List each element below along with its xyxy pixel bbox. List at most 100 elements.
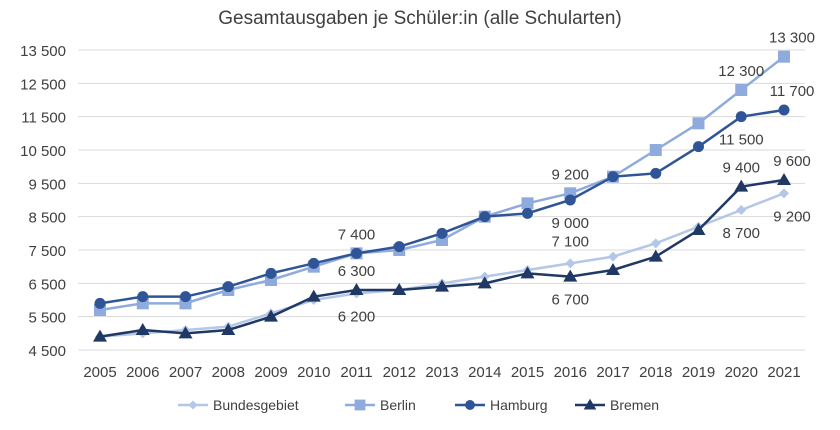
marker-circle <box>94 297 106 309</box>
x-tick-label: 2009 <box>254 364 287 381</box>
x-tick-label: 2016 <box>554 364 587 381</box>
marker-diamond <box>565 258 576 269</box>
x-tick-label: 2014 <box>468 364 501 381</box>
marker-triangle <box>691 223 706 235</box>
marker-circle <box>479 211 491 223</box>
marker-circle <box>778 104 790 116</box>
marker-triangle <box>563 269 578 282</box>
data-label: 8 700 <box>722 225 760 242</box>
legend-label: Bremen <box>610 397 659 413</box>
data-label: 12 300 <box>718 63 764 80</box>
y-tick-label: 4 500 <box>28 343 66 360</box>
data-label: 11 500 <box>719 132 764 149</box>
marker-circle <box>308 257 320 269</box>
y-tick-label: 5 500 <box>28 310 66 327</box>
series-line <box>99 178 785 338</box>
marker-square <box>521 197 534 210</box>
x-tick-label: 2018 <box>639 364 672 381</box>
marker-square <box>778 50 790 63</box>
x-tick-label: 2013 <box>425 364 458 381</box>
data-label: 11 700 <box>770 83 815 100</box>
marker-triangle <box>178 326 193 339</box>
data-label: 9 600 <box>773 153 811 170</box>
legend-label: Hamburg <box>490 397 548 413</box>
data-label: 6 200 <box>338 308 376 325</box>
marker-circle <box>265 267 277 279</box>
y-tick-label: 6 500 <box>28 276 66 293</box>
legend-item-hamburg: Hamburg <box>455 397 548 413</box>
legend-item-berlin: Berlin <box>345 397 416 413</box>
marker-circle <box>393 241 405 253</box>
marker-square <box>692 117 705 130</box>
marker-triangle <box>349 283 364 295</box>
chart-title: Gesamtausgaben je Schüler:in (alle Schul… <box>218 8 621 29</box>
marker-triangle <box>477 276 492 289</box>
marker-diamond <box>736 205 747 215</box>
marker-triangle <box>135 323 150 335</box>
y-tick-label: 12 500 <box>20 76 66 93</box>
data-label: 7 400 <box>338 226 376 243</box>
y-tick-label: 11 500 <box>21 110 66 127</box>
marker-circle <box>351 247 362 259</box>
legend-label: Bundesgebiet <box>213 397 299 413</box>
marker-square <box>354 399 366 411</box>
x-tick-label: 2019 <box>682 364 715 381</box>
x-tick-label: 2005 <box>83 364 116 381</box>
marker-circle <box>735 111 747 123</box>
data-label: 9 200 <box>551 166 589 183</box>
data-label: 9 200 <box>773 208 811 225</box>
marker-circle <box>180 291 191 303</box>
marker-square <box>649 144 662 156</box>
data-label: 9 400 <box>722 160 760 177</box>
marker-circle <box>465 400 475 410</box>
marker-triangle <box>264 309 278 322</box>
x-tick-label: 2007 <box>169 364 202 381</box>
marker-circle <box>222 281 234 293</box>
legend-label: Berlin <box>380 397 416 413</box>
x-tick-label: 2017 <box>596 364 629 381</box>
marker-triangle <box>520 266 535 279</box>
marker-square <box>735 84 748 96</box>
y-tick-label: 8 500 <box>28 210 66 227</box>
y-tick-label: 7 500 <box>28 243 66 260</box>
marker-circle <box>650 167 662 179</box>
x-tick-label: 2015 <box>511 364 544 381</box>
legend-item-bremen: Bremen <box>575 397 659 413</box>
data-label: 6 700 <box>551 292 589 309</box>
marker-circle <box>607 171 619 183</box>
data-label: 7 100 <box>551 233 589 250</box>
marker-circle <box>137 291 149 303</box>
marker-diamond <box>779 188 789 199</box>
x-tick-label: 2008 <box>212 364 245 381</box>
y-tick-label: 10 500 <box>20 143 66 160</box>
marker-triangle <box>583 398 597 410</box>
marker-circle <box>522 207 533 219</box>
marker-triangle <box>606 263 620 275</box>
marker-triangle <box>221 323 236 335</box>
x-tick-label: 2020 <box>725 364 758 381</box>
x-tick-label: 2010 <box>297 364 330 381</box>
series-bremen <box>93 173 791 342</box>
x-tick-label: 2011 <box>340 364 372 381</box>
x-tick-label: 2012 <box>383 364 416 381</box>
y-tick-label: 13 500 <box>20 43 66 60</box>
legend-item-bundesgebiet: Bundesgebiet <box>178 397 299 413</box>
x-tick-label: 2006 <box>126 364 159 381</box>
data-label: 9 000 <box>551 215 589 232</box>
x-tick-label: 2021 <box>767 364 800 381</box>
series-line <box>99 108 785 305</box>
data-label: 6 300 <box>338 263 376 280</box>
marker-triangle <box>306 289 321 302</box>
marker-circle <box>436 227 448 239</box>
marker-circle <box>693 141 704 153</box>
y-tick-label: 9 500 <box>28 176 66 193</box>
marker-triangle <box>777 173 791 185</box>
marker-triangle <box>93 329 107 342</box>
marker-circle <box>564 194 576 206</box>
marker-diamond <box>650 238 661 249</box>
series-bundesgebiet <box>95 188 789 342</box>
data-label: 13 300 <box>769 30 815 47</box>
series-hamburg <box>94 104 790 309</box>
marker-diamond <box>608 251 618 262</box>
